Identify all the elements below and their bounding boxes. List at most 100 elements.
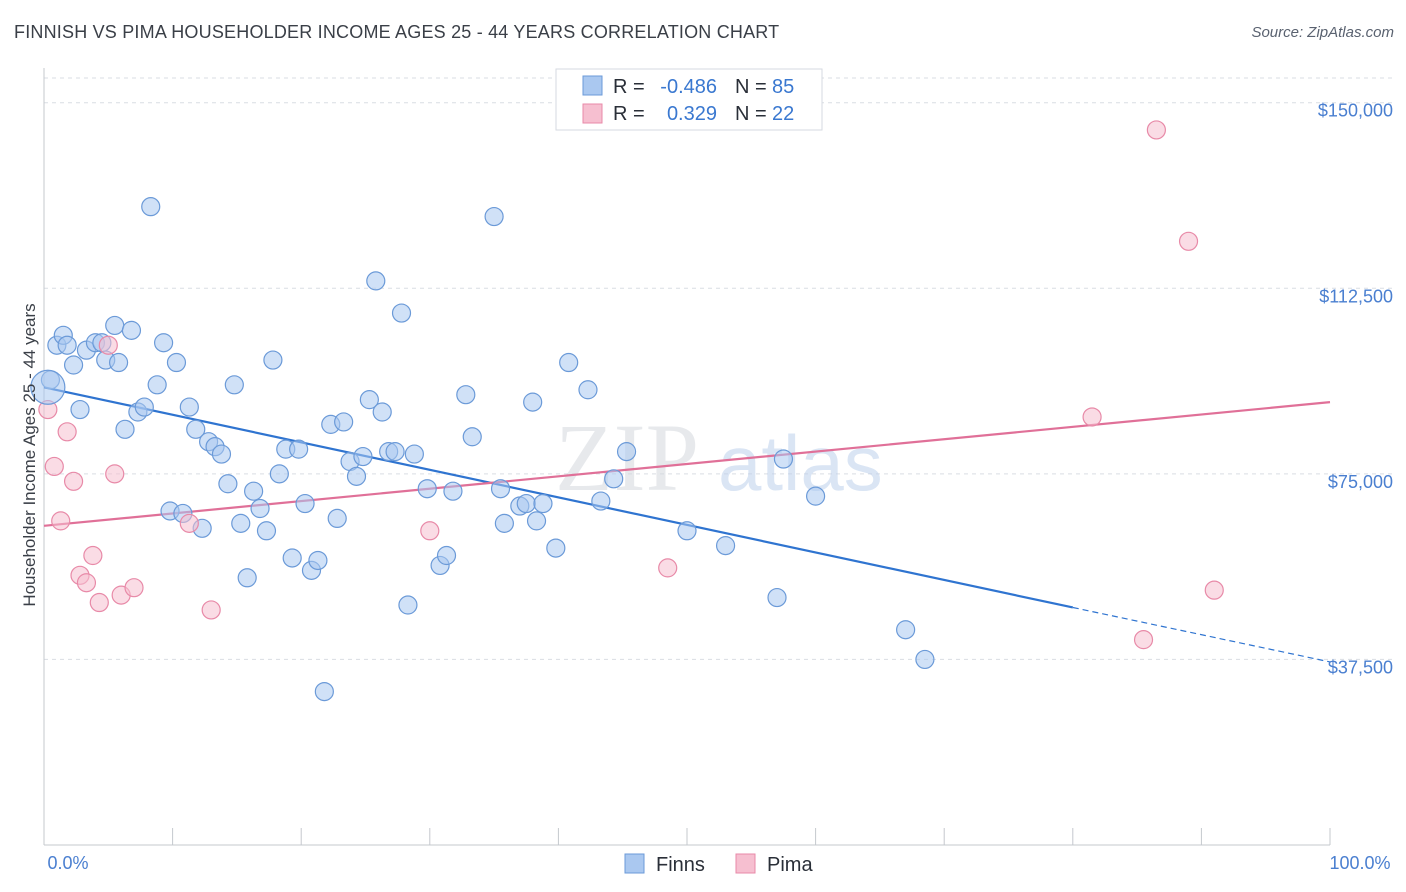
finns-point	[591, 491, 611, 511]
bottom-legend-pima-swatch[interactable]	[735, 853, 756, 874]
finns-point	[256, 521, 277, 541]
finns-point	[218, 474, 238, 494]
bottom-legend-pima-label[interactable]: Pima	[767, 854, 813, 876]
pima-point	[1133, 630, 1154, 650]
finns-point	[372, 402, 392, 422]
pima-point	[1146, 120, 1166, 140]
bottom-legend-finns-label[interactable]: Finns	[656, 854, 705, 876]
finns-point	[526, 511, 547, 531]
finns-point	[915, 649, 935, 670]
tick-labels: $37,500 $75,000 $112,500 $150,000 0.0% 100.0%	[47, 101, 1393, 873]
finns-point	[289, 439, 309, 459]
pima-point	[179, 513, 199, 533]
axes	[43, 68, 1331, 846]
y-tick-label: $150,000	[1318, 101, 1393, 121]
pima-point	[98, 335, 118, 355]
finns-point	[385, 442, 405, 462]
finns-point	[490, 479, 511, 499]
y-tick-label: $112,500	[1319, 286, 1393, 306]
legend-finns-r-label: R =	[613, 76, 645, 98]
source-label: Source: ZipAtlas.com	[1251, 24, 1394, 41]
pima-point	[76, 573, 97, 593]
finns-point	[604, 469, 624, 489]
pima-point	[124, 578, 144, 598]
legend-finns-r-value: -0.486	[660, 76, 717, 98]
finns-point	[443, 481, 463, 501]
finns-point	[559, 352, 579, 373]
finns-trend-extension	[1072, 606, 1331, 663]
finns-point	[115, 419, 135, 439]
finns-point	[715, 536, 736, 556]
pima-point	[1204, 580, 1224, 600]
legend-pima-n-value: 22	[772, 103, 794, 125]
finns-point	[767, 587, 787, 608]
finns-point	[63, 355, 84, 375]
y-tick-label: $37,500	[1328, 657, 1393, 677]
finns-point	[282, 548, 302, 568]
finns-point	[896, 620, 916, 640]
finns-point	[269, 464, 289, 484]
finns-point	[578, 380, 598, 400]
watermark-atlas: atlas	[718, 419, 883, 507]
finns-point	[134, 397, 154, 417]
finns-point	[366, 271, 386, 291]
pima-point	[420, 521, 440, 541]
finns-point	[456, 385, 476, 405]
finns-point	[462, 427, 482, 447]
legend-pima-n-label: N =	[735, 103, 767, 125]
finns-point	[359, 390, 379, 410]
finns-point	[417, 479, 437, 499]
finns-point	[244, 481, 264, 501]
finns-point	[263, 350, 283, 370]
finns-point	[805, 486, 826, 506]
pima-point	[63, 471, 84, 491]
bottom-legend-finns-swatch[interactable]	[624, 853, 645, 874]
y-axis-label: Householder Income Ages 25 - 44 years	[20, 303, 39, 606]
finns-point	[211, 444, 232, 464]
finns-point	[186, 419, 206, 439]
finns-point	[224, 375, 244, 395]
finns-point	[404, 444, 424, 464]
finns-point	[523, 392, 543, 412]
finns-point	[391, 303, 412, 323]
legend-pima-r-label: R =	[613, 103, 645, 125]
finns-point	[108, 352, 129, 373]
finns-point-large	[30, 369, 66, 405]
finns-point	[57, 335, 77, 355]
finns-point	[616, 442, 637, 462]
legend-finns-n-label: N =	[735, 76, 767, 98]
legend-finns-swatch	[582, 75, 603, 96]
finns-point	[546, 538, 566, 558]
pima-point	[44, 456, 64, 477]
legend-finns-n-value: 85	[772, 76, 794, 98]
finns-point	[334, 412, 354, 432]
finns-point	[533, 493, 553, 514]
pima-point	[89, 592, 109, 613]
pima-point	[83, 545, 103, 566]
finns-point	[308, 550, 328, 571]
chart-title: FINNISH VS PIMA HOUSEHOLDER INCOME AGES …	[14, 22, 780, 42]
pima-point	[57, 422, 77, 442]
finns-point	[314, 681, 334, 702]
data-points	[30, 120, 1224, 702]
x-tick-label-end: 100.0%	[1329, 853, 1390, 873]
finns-point	[250, 498, 270, 519]
pima-point	[658, 558, 678, 578]
pima-point	[201, 600, 221, 620]
finns-point	[153, 333, 174, 353]
finns-trend-line	[43, 386, 1074, 609]
finns-point	[141, 197, 161, 217]
x-tick-label-start: 0.0%	[47, 853, 88, 873]
pima-point	[1178, 231, 1199, 251]
finns-point	[121, 320, 142, 340]
legend-box: R = -0.486 N = 85 R = 0.329 N = 22	[555, 68, 823, 131]
finns-point	[484, 206, 504, 227]
finns-point	[237, 568, 257, 588]
watermark: ZIP atlas	[555, 404, 883, 511]
finns-point	[147, 375, 167, 395]
finns-point	[398, 595, 418, 615]
finns-point	[353, 446, 373, 467]
pima-point	[51, 511, 71, 531]
legend-pima-r-value: 0.329	[667, 103, 717, 125]
